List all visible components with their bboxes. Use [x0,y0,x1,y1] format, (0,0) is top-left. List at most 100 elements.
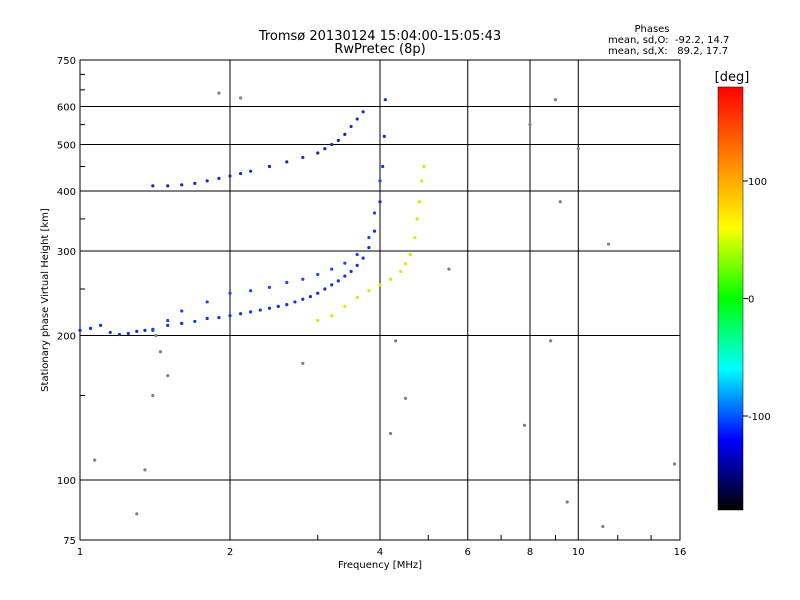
data-point [217,177,220,180]
data-point [337,139,340,142]
data-point [343,133,346,136]
x-axis-ticks: 1 2 4 6 8 10 16 [77,547,687,558]
data-point [566,500,569,503]
data-point [78,329,81,332]
data-point [330,314,333,317]
data-point [135,330,138,333]
data-point [399,270,402,273]
data-point [316,151,319,154]
data-point [249,310,252,313]
x-tick-label: 4 [377,547,383,558]
data-point [301,298,304,301]
data-point [89,327,92,330]
data-point [193,182,196,185]
y-tick-label: 300 [57,247,76,258]
data-point [301,362,304,365]
data-point [166,184,169,187]
x-tick-label: 10 [572,547,585,558]
data-point [409,253,412,256]
data-point [404,397,407,400]
data-point [356,117,359,120]
data-point [418,200,421,203]
data-point [554,98,557,101]
data-point [362,256,365,259]
data-point [309,295,312,298]
data-point [127,332,130,335]
x-tick-label: 1 [77,547,83,558]
y-tick-label: 100 [57,476,76,487]
data-point [607,243,610,246]
y-axis-label: Stationary phase Virtual Height [km] [40,208,51,392]
data-point [277,305,280,308]
data-point [301,156,304,159]
data-point [343,305,346,308]
data-point [356,253,359,256]
data-point [166,324,169,327]
data-point [239,96,242,99]
data-point [367,289,370,292]
data-point [206,179,209,182]
y-tick-label: 200 [57,332,76,343]
colorbar-ticks: 100 0 -100 [743,177,771,423]
data-point [404,262,407,265]
data-point [362,110,365,113]
data-point [367,236,370,239]
data-point [285,160,288,163]
data-point [259,308,262,311]
data-point [301,278,304,281]
x-tick-label: 2 [227,547,233,558]
data-point [447,268,450,271]
data-point [577,147,580,150]
data-point [323,147,326,150]
y-axis-ticks: 75 100 200 300 400 500 600 750 [57,56,76,547]
colorbar-label: [deg] [715,70,750,85]
y-tick-label: 500 [57,141,76,152]
legend-o-stats: mean, sd,O: -92.2, 14.7 [608,35,729,46]
data-point [109,331,112,334]
data-point [350,125,353,128]
data-point [523,424,526,427]
data-point [143,468,146,471]
data-point [206,317,209,320]
y-tick-label: 75 [63,536,76,547]
data-point [330,283,333,286]
data-point [151,329,154,332]
data-point [249,289,252,292]
data-point [180,183,183,186]
data-point [154,334,157,337]
x-tick-label: 6 [465,547,471,558]
data-point [323,287,326,290]
data-point [367,246,370,249]
data-point [151,394,154,397]
data-point [330,268,333,271]
data-point [268,165,271,168]
data-point [180,309,183,312]
data-point [228,174,231,177]
data-point [378,179,381,182]
data-point [99,324,102,327]
data-point [422,165,425,168]
data-point [118,333,121,336]
colorbar-tick-label: 0 [748,295,754,306]
data-point [549,339,552,342]
data-point [239,312,242,315]
data-point [389,432,392,435]
y-tick-label: 750 [57,56,76,67]
data-point [389,278,392,281]
x-tick-label: 16 [674,547,687,558]
data-point [193,320,196,323]
data-point [316,273,319,276]
data-point [373,211,376,214]
x-axis-label: Frequency [MHz] [338,560,422,571]
data-point [384,98,387,101]
data-point [528,123,531,126]
data-point [93,459,96,462]
data-point [356,264,359,267]
legend-x-stats: mean, sd,X: 89.2, 17.7 [608,46,728,57]
x-tick-label: 8 [527,547,533,558]
data-point [316,319,319,322]
data-point [381,165,384,168]
data-point [559,200,562,203]
data-point [373,230,376,233]
data-point [135,512,138,515]
